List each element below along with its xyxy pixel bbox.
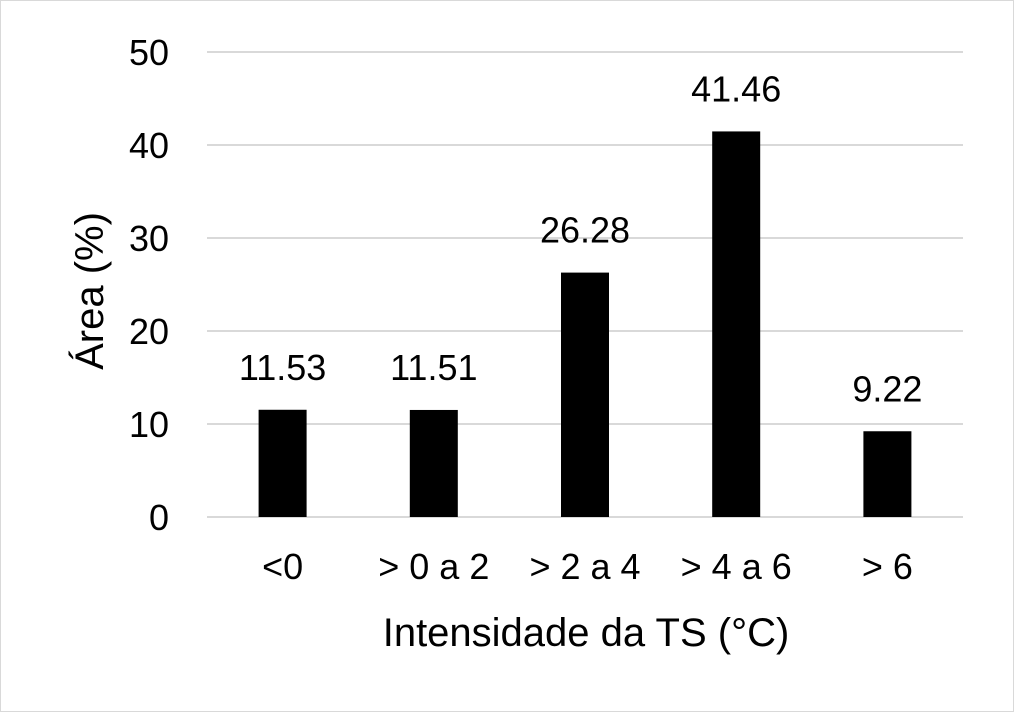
y-axis-title: Área (%) [67, 212, 112, 370]
y-axis-ticks: 0 10 20 30 40 50 [129, 32, 169, 538]
x-tick-label-5: > 6 [862, 546, 913, 587]
x-tick-label-3: > 2 a 4 [529, 546, 640, 587]
bar-3 [561, 272, 609, 517]
y-tick-label-50: 50 [129, 32, 169, 73]
data-label-1: 11.53 [239, 347, 326, 388]
bar-2 [409, 409, 458, 517]
x-tick-label-2: > 0 a 2 [378, 546, 489, 587]
x-axis-ticks: <0 > 0 a 2 > 2 a 4 > 4 a 6 > 6 [262, 546, 913, 587]
y-tick-label-40: 40 [129, 125, 169, 166]
y-tick-label-20: 20 [129, 311, 169, 352]
data-label-3: 26.28 [540, 210, 630, 251]
x-axis-title: Intensidade da TS (°C) [383, 611, 790, 655]
data-label-4: 41.46 [691, 68, 781, 109]
x-tick-label-1: <0 [262, 546, 303, 587]
data-label-2: 11.51 [390, 347, 477, 388]
bar-1 [258, 409, 307, 517]
data-label-5: 9.22 [852, 368, 922, 409]
data-labels: 11.53 11.51 26.28 41.46 9.22 [239, 68, 923, 409]
bar-5 [863, 431, 912, 517]
bar-4 [712, 131, 761, 517]
y-tick-label-10: 10 [129, 404, 169, 445]
x-tick-label-4: > 4 a 6 [681, 546, 792, 587]
y-tick-label-0: 0 [149, 497, 169, 538]
y-tick-label-30: 30 [129, 218, 169, 259]
bars [258, 131, 912, 517]
